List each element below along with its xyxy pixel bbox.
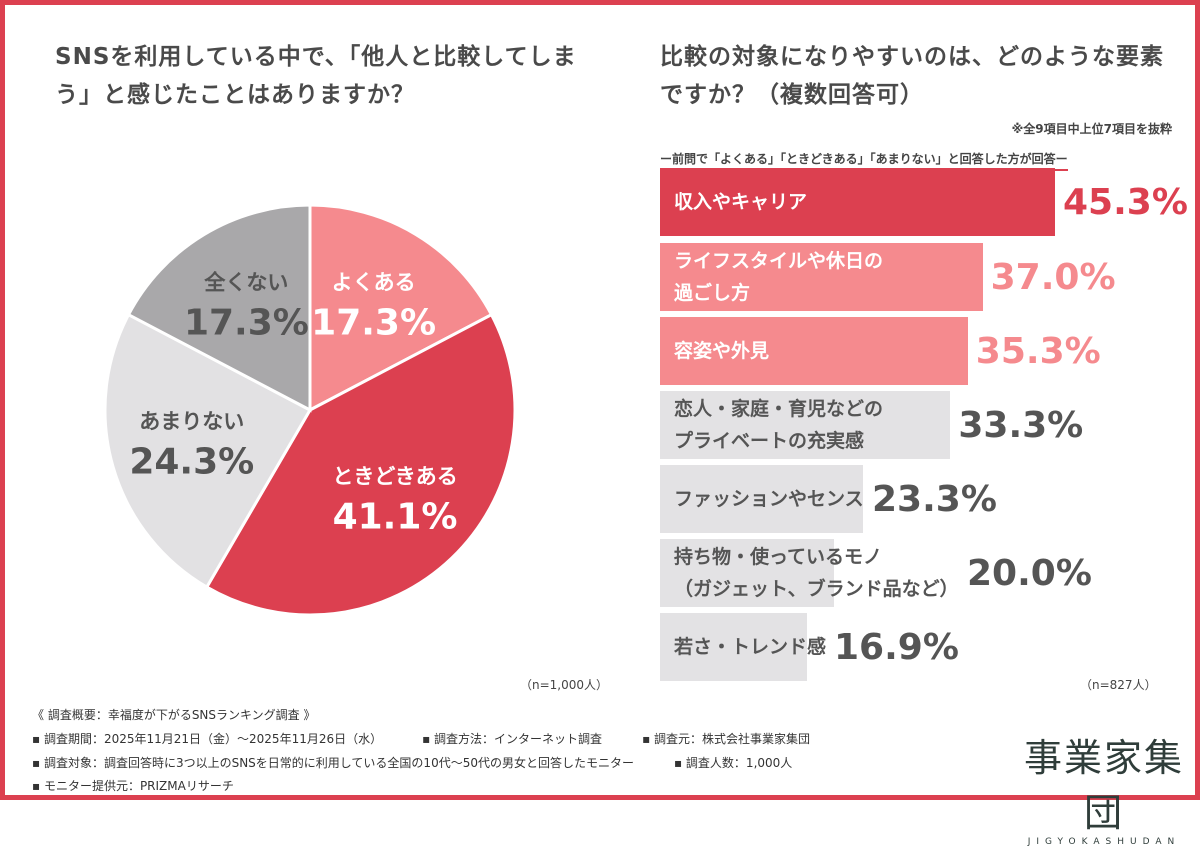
logo-kanji: 事業家集団 xyxy=(1023,736,1184,835)
pie-slice xyxy=(308,203,494,413)
bar-value: 45.3% xyxy=(1063,181,1188,223)
bar-label-line: 恋人・家庭・育児などの xyxy=(674,398,884,420)
pie-slice xyxy=(103,312,313,590)
pie-value: 24.3% xyxy=(129,441,255,483)
survey-heading: 《 調査概要：幸福度が下がるSNSランキング調査 》 xyxy=(32,708,316,722)
company-logo: 事業家集団 JIGYOKASHUDAN xyxy=(1008,727,1200,847)
bar-value: 35.3% xyxy=(975,330,1101,372)
bar-label: 収入やキャリア xyxy=(674,168,807,236)
bar-label: 恋人・家庭・育児などの プライベートの充実感 xyxy=(674,391,883,459)
bar-label-line: 容姿や外見 xyxy=(674,340,770,362)
bar xyxy=(660,243,983,311)
bar-label: ライフスタイルや休日の 過ごし方 xyxy=(674,243,883,311)
bar-label: 持ち物・使っているモノ （ガジェット、ブランド品など） xyxy=(674,539,959,607)
bar-label-line: 若さ・トレンド感 xyxy=(674,636,827,658)
pie-slice xyxy=(126,203,312,413)
survey-line-1: ▪ 調査期間：2025年11月21日（金）～2025年11月26日（水） ▪ 調査… xyxy=(32,730,810,747)
bar xyxy=(660,539,835,607)
bar xyxy=(660,317,968,385)
pie-label: 全くない 17.3% xyxy=(184,266,309,343)
pie-value: 17.3% xyxy=(183,302,309,344)
bar-label: ファッションやセンス xyxy=(674,465,864,533)
pie-value: 41.1% xyxy=(332,496,458,538)
bar-label: 若さ・トレンド感 xyxy=(674,613,826,681)
right-chart-title: 比較の対象になりやすいのは、どのような要素ですか？（複数回答可） xyxy=(660,44,1164,108)
left-sample-size: （n=1,000人） xyxy=(520,678,609,692)
pie-category: よくある xyxy=(331,270,416,295)
pie-category: ときどきある xyxy=(332,464,458,489)
bar-value: 37.0% xyxy=(990,256,1116,298)
bar xyxy=(660,391,951,459)
pie-chart xyxy=(103,203,517,617)
bar xyxy=(660,168,1055,236)
bar-label-line: 収入やキャリア xyxy=(674,191,808,213)
right-sample-size: （n=827人） xyxy=(1080,678,1157,692)
survey-period: ▪ 調査期間：2025年11月21日（金）～2025年11月26日（水） xyxy=(32,732,383,746)
left-chart-title: SNSを利用している中で、「他人と比較してしまう」と感じたことはありますか？ xyxy=(55,44,577,108)
bar-label-line: ファッションやセンス xyxy=(674,488,864,510)
survey-count: ▪ 調査人数：1,000人 xyxy=(673,756,793,770)
bar-label: 容姿や外見 xyxy=(674,317,769,385)
pie-slice xyxy=(204,312,517,617)
bar-value: 20.0% xyxy=(967,552,1092,594)
survey-source: ▪ 調査元：株式会社事業家集団 xyxy=(642,732,811,746)
logo-roman: JIGYOKASHUDAN xyxy=(1027,837,1181,847)
pie-category: 全くない xyxy=(204,270,289,295)
pie-label: ときどきある 41.1% xyxy=(332,460,457,537)
bar xyxy=(660,613,808,681)
survey-provider: ▪ モニター提供元：PRIZMAリサーチ xyxy=(32,779,234,793)
pie-value: 17.3% xyxy=(311,302,437,344)
bar-label-line: （ガジェット、ブランド品など） xyxy=(674,578,959,600)
bar-value: 23.3% xyxy=(872,478,997,520)
bar-value: 33.3% xyxy=(958,404,1084,446)
bar-value: 16.9% xyxy=(834,626,959,668)
bar-label-line: 持ち物・使っているモノ xyxy=(674,546,883,568)
bar-label-line: ライフスタイルや休日の xyxy=(674,250,884,272)
bar-label-line: 過ごし方 xyxy=(674,282,751,304)
pie-label: あまりない 24.3% xyxy=(129,405,254,482)
survey-method: ▪ 調査方法：インターネット調査 xyxy=(422,732,603,746)
subset-note: ※全9項目中上位7項目を抜粋 xyxy=(1011,122,1172,136)
bar xyxy=(660,465,864,533)
survey-line-2: ▪ 調査対象：調査回答時に3つ以上のSNSを日常的に利用している全国の10代～5… xyxy=(32,754,792,771)
pie-label: よくある 17.3% xyxy=(311,266,436,343)
survey-target: ▪ 調査対象：調査回答時に3つ以上のSNSを日常的に利用している全国の10代～5… xyxy=(32,756,634,770)
bar-label-line: プライベートの充実感 xyxy=(674,430,865,452)
pie-category: あまりない xyxy=(139,409,245,434)
